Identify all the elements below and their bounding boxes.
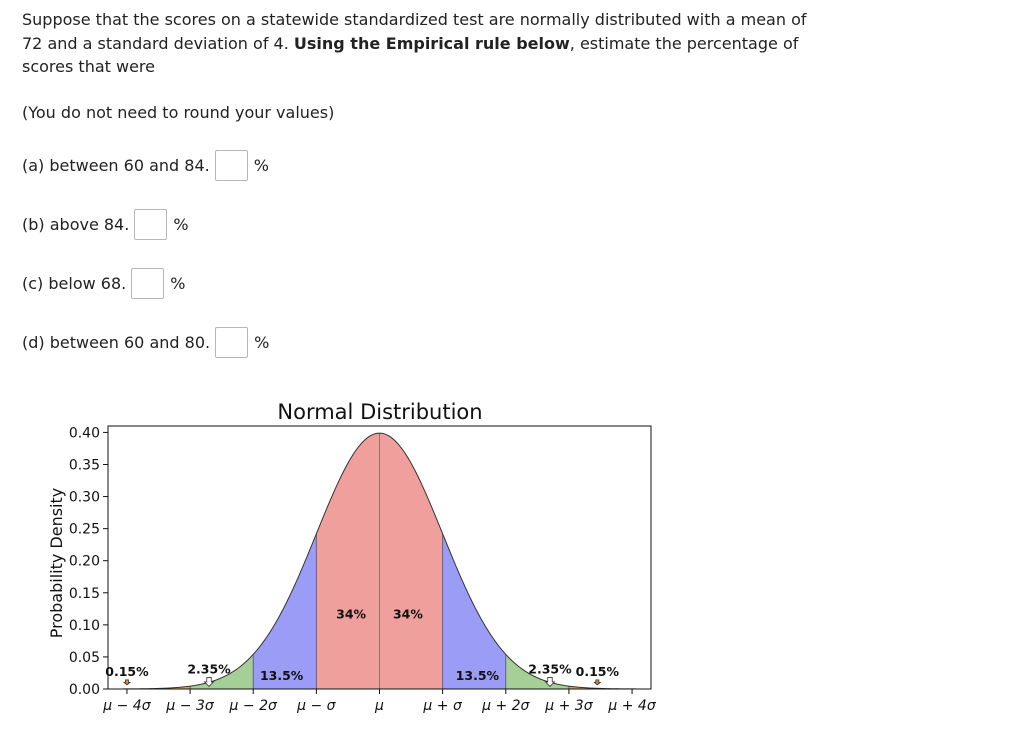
region-7 (568, 686, 633, 689)
y-tick-label: 0.30 (69, 490, 100, 506)
question-text-part1: Suppose that the scores on a statewide s… (22, 10, 807, 53)
region-label-6: 2.35% (528, 661, 572, 676)
x-tick-label: μ + σ (422, 698, 463, 714)
part-d: (d) between 60 and 80. % (22, 324, 269, 360)
y-tick-label: 0.10 (69, 618, 100, 634)
down-arrow-icon (203, 677, 215, 688)
region-label-1: 2.35% (187, 661, 231, 676)
y-tick-label: 0.25 (69, 522, 100, 538)
part-b: (b) above 84. % (22, 206, 189, 242)
part-c: (c) below 68. % (22, 265, 185, 301)
normal-distribution-chart: Normal Distribution Probability Density … (0, 390, 700, 753)
region-label-7: 0.15% (576, 664, 620, 679)
part-d-unit: % (254, 332, 270, 352)
part-c-unit: % (170, 273, 186, 293)
part-a: (a) between 60 and 84. % (22, 147, 269, 183)
rounding-note: (You do not need to round your values) (22, 103, 335, 122)
y-tick-label: 0.20 (69, 554, 100, 570)
down-arrow-icon (122, 679, 132, 686)
region-6 (505, 654, 569, 689)
down-arrow-icon (544, 677, 556, 688)
region-1 (190, 654, 254, 689)
chart-y-axis-label: Probability Density (47, 488, 66, 639)
part-b-answer-input[interactable] (134, 208, 168, 240)
curve-layer (107, 432, 652, 690)
axes-layer: 0.00 0.05 0.10 0.15 0.20 0.25 0.30 0.35 0.40 μ − … (69, 425, 657, 714)
region-4 (379, 433, 443, 689)
y-tick-label: 0.40 (69, 425, 100, 441)
x-tick-label: μ − 3σ (165, 698, 214, 714)
y-tick-label: 0.35 (69, 457, 100, 473)
density-curve (107, 432, 652, 690)
x-tick-label: μ − 2σ (229, 698, 278, 714)
region-label-3: 34% (336, 606, 366, 621)
region-label-2: 13.5% (260, 668, 304, 683)
part-b-label: (b) above 84. (22, 214, 130, 234)
question-bold-instruction: Using the Empirical rule below (293, 33, 570, 53)
region-3 (316, 433, 380, 689)
part-b-unit: % (173, 214, 189, 234)
x-tick-label: μ + 4σ (607, 698, 656, 714)
x-tick-label: μ + 3σ (544, 698, 593, 714)
region-0 (126, 686, 191, 689)
labels-layer: 0.15% 2.35% 13.5% 34% 34% 13.5% 2.35% 0.15% (105, 606, 620, 688)
region-label-0: 0.15% (105, 664, 149, 679)
x-tick-label: μ − 4σ (102, 698, 151, 714)
chart-title: Normal Distribution (277, 400, 482, 424)
part-c-label: (c) below 68. (22, 273, 127, 293)
question-text-part2: , estimate the percentage of scores that… (22, 33, 799, 77)
y-tick-label: 0.05 (69, 650, 100, 666)
part-d-answer-input[interactable] (215, 326, 249, 358)
part-a-unit: % (253, 155, 269, 175)
part-a-answer-input[interactable] (214, 149, 248, 181)
part-c-answer-input[interactable] (131, 267, 165, 299)
y-tick-label: 0.15 (69, 586, 100, 602)
part-a-label: (a) between 60 and 84. (22, 155, 210, 175)
down-arrow-icon (593, 679, 602, 686)
x-tick-label: μ (374, 698, 384, 714)
part-d-label: (d) between 60 and 80. (22, 332, 211, 352)
region-label-5: 13.5% (456, 668, 500, 683)
x-tick-label: μ − σ (296, 698, 337, 714)
chart-svg: Normal Distribution Probability Density … (47, 400, 657, 714)
question-text: Suppose that the scores on a statewide s… (22, 8, 822, 79)
region-label-4: 34% (393, 606, 423, 621)
x-tick-label: μ + 2σ (481, 698, 530, 714)
y-tick-label: 0.00 (69, 682, 100, 698)
